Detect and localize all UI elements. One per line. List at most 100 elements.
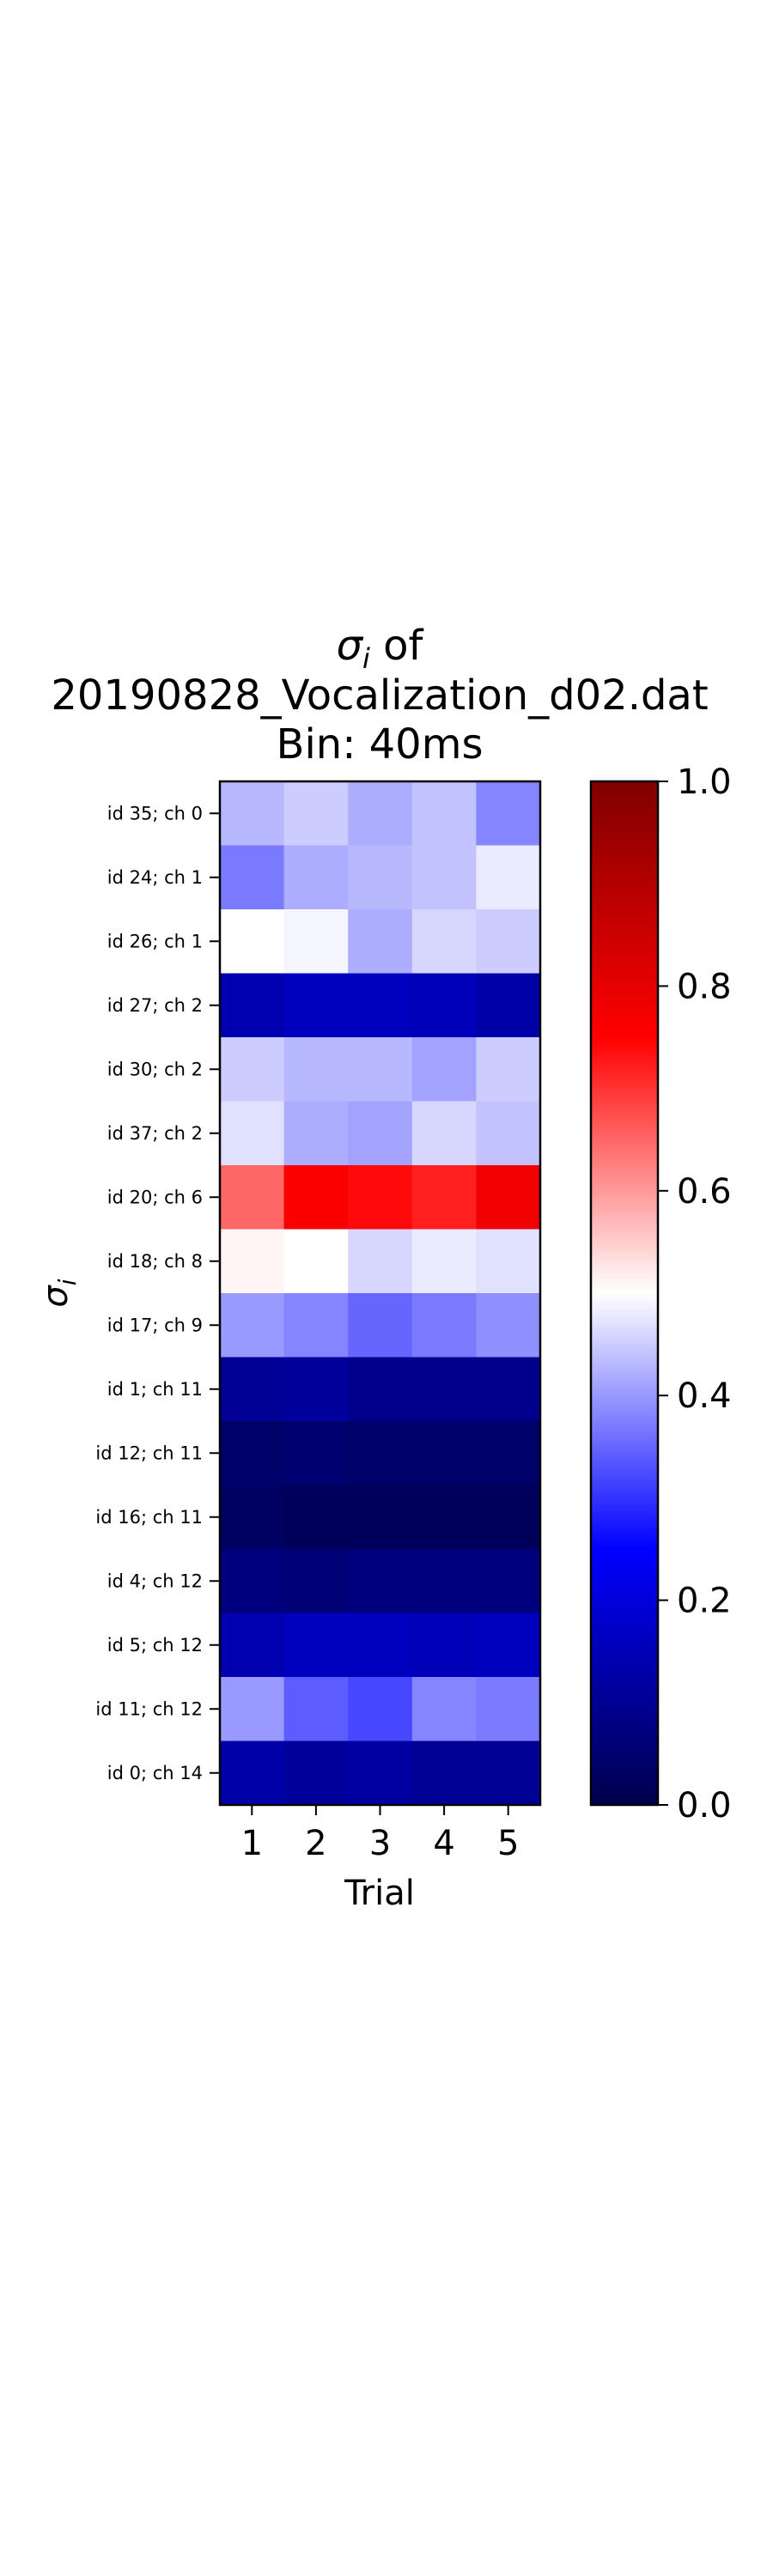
heatmap-cell [283,909,349,975]
ylabel-sigma-symbol: σ [36,1285,76,1308]
x-tick-labels: 1 2 3 4 5 [241,1805,519,1863]
heatmap-cell [476,1101,541,1166]
chart-title-line-1: σi of [337,622,424,675]
y-tick-label: id 0; ch 14 [107,1763,203,1783]
heatmap-cell [411,1229,477,1294]
y-tick-label: id 1; ch 11 [107,1379,203,1400]
heatmap-cell [348,1357,413,1422]
y-tick-label: id 5; ch 12 [107,1635,203,1656]
heatmap-cell [476,845,541,910]
heatmap-cell [348,1165,413,1230]
heatmap-cell [348,1293,413,1358]
heatmap-cell [411,973,477,1038]
heatmap-cell [283,1037,349,1103]
colorbar-tick-label: 1.0 [677,762,732,802]
x-tick-label: 4 [433,1824,454,1863]
heatmap-cell [411,1421,477,1486]
y-tick-labels: id 35; ch 0 id 24; ch 1 id 26; ch 1 id 27; … [95,803,220,1783]
heatmap-cell [220,1421,285,1486]
heatmap-cell [476,1613,541,1678]
heatmap-cell [411,1101,477,1166]
title-suffix: of [370,622,424,670]
heatmap-cell [476,973,541,1038]
heatmap-cell [476,1165,541,1230]
heatmap-cell [283,1421,349,1486]
heatmap-cell [348,1549,413,1614]
heatmap-cell [283,1485,349,1550]
heatmap-cell [220,1741,285,1806]
heatmap-cell [476,1229,541,1294]
y-tick-label: id 11; ch 12 [95,1698,203,1719]
colorbar-tick-label: 0.6 [677,1172,732,1212]
heatmap-cell [348,1677,413,1742]
heatmap-cell [348,781,413,847]
heatmap-cell [220,909,285,975]
heatmap-cell [348,845,413,910]
y-tick-label: id 24; ch 1 [107,867,203,888]
heatmap-cell [348,1485,413,1550]
heatmap-cells [220,781,541,1806]
heatmap-cell [411,1677,477,1742]
x-tick-label: 2 [305,1824,326,1863]
heatmap-cell [411,1293,477,1358]
heatmap-cell [411,1485,477,1550]
heatmap-cell [411,1549,477,1614]
heatmap-cell [411,845,477,910]
heatmap-cell [348,1229,413,1294]
heatmap-cell [476,1677,541,1742]
heatmap-cell [220,1037,285,1103]
heatmap-cell [411,781,477,847]
heatmap-cell [283,1165,349,1230]
heatmap-cell [411,1613,477,1678]
title-sigma-subscript: i [362,642,370,675]
heatmap-cell [220,1229,285,1294]
x-tick-label: 3 [369,1824,391,1863]
heatmap-cell [476,909,541,975]
heatmap-cell [283,845,349,910]
heatmap-cell [220,1613,285,1678]
heatmap-cell [348,1037,413,1103]
y-tick-label: id 26; ch 1 [107,931,203,951]
title-sigma-symbol: σ [337,622,364,670]
colorbar-tick-label: 0.0 [677,1786,732,1826]
heatmap-cell [220,1357,285,1422]
heatmap-cell [283,1293,349,1358]
colorbar-tick-label: 0.4 [677,1376,732,1416]
chart-title-line-3: Bin: 40ms [277,720,484,769]
heatmap-cell [411,1357,477,1422]
colorbar-tick-label: 0.8 [677,967,732,1006]
heatmap-cell [283,1229,349,1294]
heatmap-cell [283,1357,349,1422]
heatmap-cell [283,1677,349,1742]
x-tick-label: 5 [497,1824,519,1863]
y-tick-label: id 4; ch 12 [107,1571,203,1591]
heatmap-cell [476,781,541,847]
colorbar [589,780,660,1807]
heatmap-cell [283,1613,349,1678]
y-axis-label: σi [36,1279,82,1307]
heatmap-cell [220,1677,285,1742]
y-tick-label: id 35; ch 0 [107,803,203,823]
y-tick-label: id 18; ch 8 [107,1251,203,1272]
x-axis-label: Trial [344,1874,415,1913]
heatmap-cell [348,1421,413,1486]
heatmap-cell [348,909,413,975]
heatmap-cell [476,1037,541,1103]
y-tick-label: id 17; ch 9 [107,1315,203,1335]
heatmap-cell [220,845,285,910]
heatmap-cell [283,973,349,1038]
heatmap-cell [411,1165,477,1230]
y-tick-label: id 30; ch 2 [107,1059,203,1079]
y-tick-label: id 37; ch 2 [107,1123,203,1144]
heatmap-cell [220,781,285,847]
x-tick-label: 1 [241,1824,263,1863]
heatmap-cell [476,1421,541,1486]
heatmap-cell [411,1037,477,1103]
heatmap-cell [220,1549,285,1614]
heatmap-cell [220,1293,285,1358]
heatmap-cell [348,1741,413,1806]
heatmap-cell [283,1549,349,1614]
heatmap-cell [476,1357,541,1422]
y-tick-label: id 12; ch 11 [95,1443,203,1463]
